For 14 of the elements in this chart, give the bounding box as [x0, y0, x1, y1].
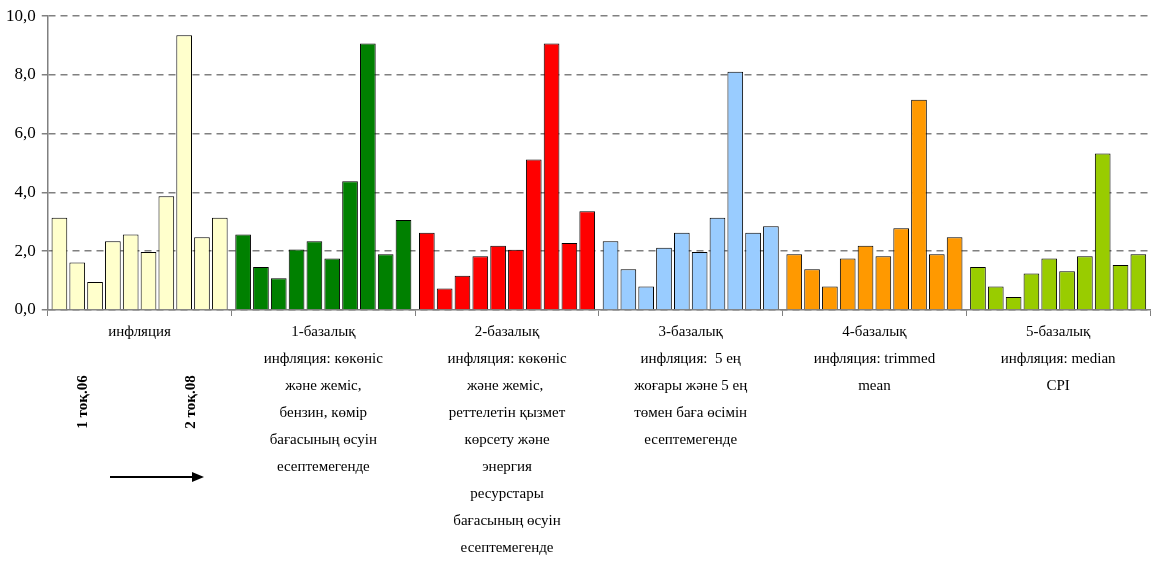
x-tick-label: 3-базалық инфляция: 5 ең жоғары және 5 ең төмен баға өсімін есептемегенде [633, 323, 748, 448]
y-tick-label: 0,0 [14, 299, 36, 319]
y-tick-label: 4,0 [14, 181, 36, 201]
x-tick-label: 5-базалық инфляция: median CPI [1000, 323, 1117, 394]
y-tick-label: 2,0 [14, 240, 36, 260]
category-label: 2-базалық инфляция: көкөніс және жеміс, реттелетін қызмет көрсету және энергия ресурстары бағасының өсуін есептемегенде [447, 323, 567, 556]
y-tick-label: 6,0 [14, 123, 36, 143]
text: 2 тоқ.08 [181, 375, 198, 429]
x-tick-label: 1-базалық инфляция: көкөніс және жеміс, бензин, көмір бағасының өсуін есептемегенде [263, 323, 384, 475]
y-tick-label: 10,0 [6, 5, 36, 25]
text: 1 тоқ.06 [73, 374, 90, 429]
x-tick-label: инфляция [108, 323, 172, 340]
y-tick-label: 8,0 [14, 64, 36, 84]
x-tick-label: 4-базалық инфляция: trimmed mean [813, 323, 936, 394]
